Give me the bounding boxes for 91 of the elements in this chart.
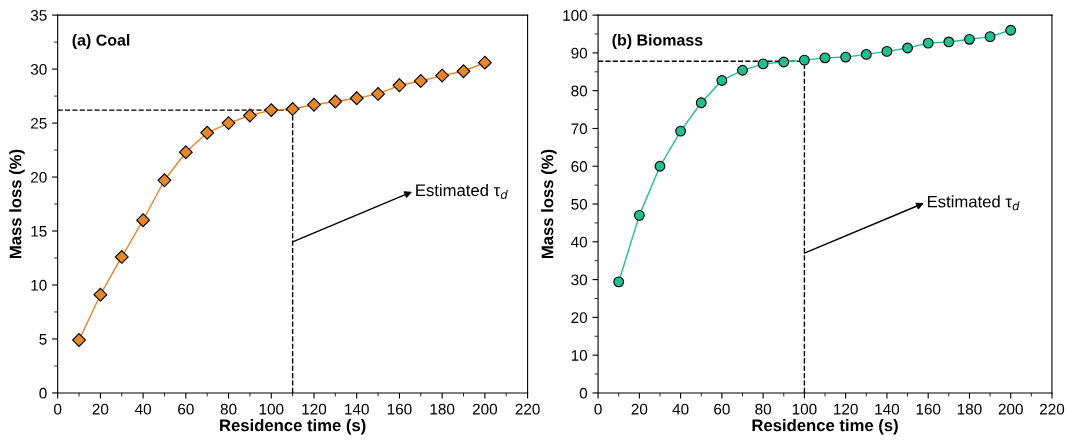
- point: [136, 213, 151, 228]
- y-tick-label: 10: [31, 279, 47, 291]
- point: [902, 42, 913, 54]
- point: [392, 78, 407, 93]
- point: [307, 97, 321, 112]
- point: [860, 49, 872, 60]
- point: [242, 108, 257, 123]
- y-tick-label: 5: [39, 333, 47, 345]
- point: [737, 64, 748, 76]
- point: [456, 64, 471, 79]
- point: [157, 173, 172, 188]
- point: [114, 249, 129, 264]
- point: [819, 52, 831, 64]
- point: [881, 45, 893, 57]
- x-tick-label: 140: [875, 403, 900, 415]
- y-tick-label: 30: [30, 63, 47, 75]
- y-tick-label: 90: [571, 47, 588, 59]
- x-tick-label: 200: [472, 403, 498, 415]
- point: [840, 51, 852, 63]
- point: [675, 125, 687, 137]
- y-tick-label: 35: [30, 10, 47, 21]
- y-tick-label: 60: [571, 161, 588, 172]
- point: [93, 287, 108, 302]
- x-tick-label: 120: [302, 403, 327, 415]
- x-tick-label: 20: [631, 403, 648, 415]
- point: [264, 103, 279, 118]
- y-tick-label: 0: [39, 387, 47, 399]
- y-tick-label: 30: [571, 274, 588, 286]
- text: (b) Biomass: [612, 34, 703, 49]
- y-tick-label: 40: [571, 236, 588, 248]
- point: [1005, 24, 1017, 36]
- x-axis-title: Residence time (s): [752, 418, 898, 435]
- point: [633, 209, 645, 221]
- y-tick-label: 70: [571, 123, 588, 135]
- y-tick-label: 0: [579, 387, 588, 399]
- annotation: Estimated τ$_{d}$: [927, 195, 1020, 211]
- point: [178, 145, 193, 160]
- x-tick-label: 160: [916, 403, 941, 415]
- point: [613, 276, 625, 288]
- y-tick-label: 20: [571, 312, 588, 324]
- point: [349, 91, 364, 106]
- point: [435, 68, 450, 83]
- x-tick-label: 80: [755, 403, 772, 415]
- x-tick-label: 220: [515, 403, 540, 415]
- y-tick-label: 20: [31, 171, 47, 183]
- x-tick-label: 180: [430, 403, 455, 415]
- y-tick-label: 80: [571, 85, 588, 97]
- point: [200, 125, 215, 140]
- text: (a) Coal: [72, 34, 130, 49]
- point: [371, 86, 386, 101]
- x-tick-label: 180: [957, 403, 982, 415]
- x-tick-label: 40: [672, 403, 689, 415]
- x-tick-label: 40: [134, 403, 152, 415]
- point: [716, 75, 728, 86]
- y-tick-label: 25: [31, 117, 47, 129]
- point: [285, 102, 300, 116]
- x-tick-label: 160: [387, 403, 412, 415]
- point: [654, 160, 666, 172]
- point: [221, 116, 236, 131]
- x-tick-label: 60: [714, 403, 730, 415]
- y-tick-label: 10: [571, 350, 588, 361]
- x-tick-label: 80: [220, 403, 237, 415]
- y-tick-label: 50: [571, 198, 588, 210]
- point: [984, 31, 996, 43]
- x-tick-label: 0: [594, 403, 602, 415]
- point: [757, 58, 769, 70]
- y-tick-label: 15: [31, 226, 47, 237]
- point: [922, 37, 934, 49]
- x-tick-label: 200: [998, 403, 1023, 415]
- x-tick-label: 20: [92, 403, 109, 415]
- y-axis-title: Mass loss (%): [541, 149, 557, 259]
- x-tick-label: 100: [259, 403, 284, 415]
- x-tick-label: 100: [792, 403, 817, 415]
- point: [328, 94, 343, 109]
- point: [798, 54, 810, 66]
- x-tick-label: 140: [345, 403, 369, 415]
- point: [778, 56, 790, 68]
- y-axis-title: Mass loss (%): [9, 149, 25, 259]
- point: [964, 33, 975, 45]
- annotation: Estimated τ$_{d}$: [416, 183, 508, 199]
- point: [943, 36, 955, 48]
- point: [477, 55, 492, 70]
- y-tick-label: 100: [563, 10, 588, 21]
- point: [72, 333, 86, 347]
- x-tick-label: 0: [54, 403, 62, 415]
- point: [695, 97, 707, 109]
- x-axis-title: Residence time (s): [220, 418, 366, 435]
- x-tick-label: 220: [1040, 403, 1065, 415]
- x-tick-label: 60: [178, 403, 194, 415]
- x-tick-label: 120: [834, 403, 858, 415]
- point: [413, 74, 428, 88]
